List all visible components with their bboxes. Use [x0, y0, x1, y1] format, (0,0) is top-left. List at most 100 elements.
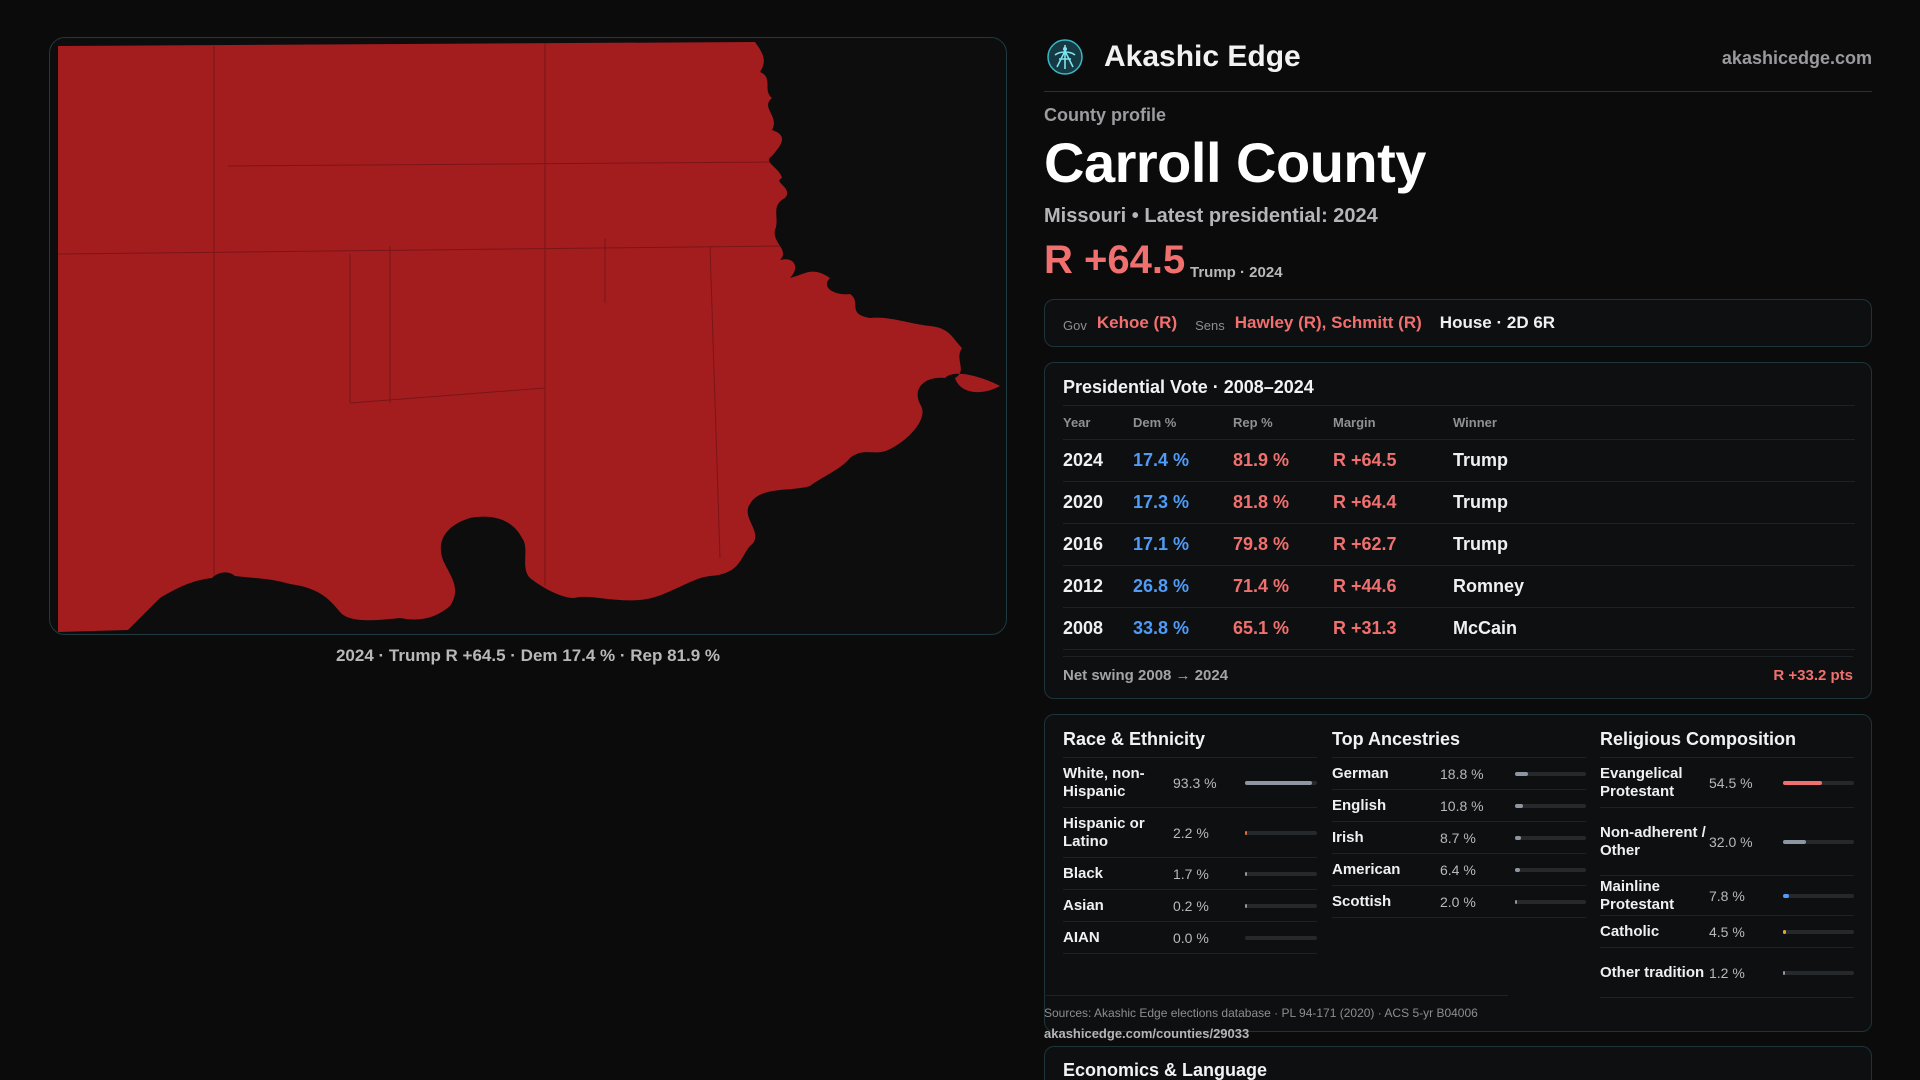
demographic-bar-fill [1245, 904, 1247, 908]
demographic-label: American [1332, 860, 1401, 878]
gov-label: Gov [1063, 317, 1087, 333]
demographic-bar [1515, 868, 1586, 872]
demographic-label: Other tradition [1600, 963, 1705, 981]
brand-header: Akashic Edge akashicedge.com [1044, 36, 1872, 92]
demographic-value: 54.5 % [1709, 774, 1753, 791]
demographic-row: Irish 8.7 % [1332, 822, 1586, 854]
demographic-label: Black [1063, 864, 1104, 882]
demographic-bar [1515, 900, 1586, 904]
demographic-row: English 10.8 % [1332, 790, 1586, 822]
demographic-value: 2.0 % [1440, 893, 1476, 910]
cell-winner: Trump [1453, 492, 1509, 512]
governor-name: Kehoe (R) [1096, 313, 1178, 332]
demographic-bar [1515, 804, 1586, 808]
cell-year: 2012 [1063, 576, 1104, 596]
cell-year: 2016 [1063, 534, 1104, 554]
demographic-value: 1.2 % [1709, 964, 1745, 981]
demographic-value: 7.8 % [1709, 887, 1745, 904]
vote-table-header: Year Dem % Rep % Margin Winner [1063, 405, 1855, 440]
demographic-bar [1515, 836, 1586, 840]
cell-margin: R +64.5 [1333, 450, 1397, 470]
sources-divider [1044, 995, 1508, 996]
demographic-value: 2.2 % [1173, 824, 1209, 841]
header-margin: Margin [1333, 415, 1376, 430]
county-map[interactable] [49, 37, 1007, 635]
demographic-bar-fill [1515, 804, 1523, 808]
demographic-value: 8.7 % [1440, 829, 1476, 846]
cell-winner: Trump [1453, 450, 1509, 470]
demographic-bar [1783, 971, 1854, 975]
cell-margin: R +31.3 [1333, 618, 1397, 638]
demographics-card: Race & Ethnicity White, non-Hispanic 93.3… [1044, 714, 1872, 1032]
demographic-label: Mainline Protestant [1600, 877, 1675, 913]
demographic-value: 32.0 % [1709, 833, 1753, 850]
profile-subline: Missouri • Latest presidential: 2024 [1044, 205, 1378, 227]
demographic-bar-fill [1245, 831, 1247, 835]
demographic-row: Other tradition 1.2 % [1600, 948, 1854, 998]
latest-margin: R +64.5 [1044, 238, 1186, 282]
demographic-label: Non-adherent / Other [1600, 823, 1706, 859]
table-row: 2008 33.8 % 65.1 % R +31.3 McCain [1063, 608, 1855, 650]
demographic-bar-fill [1783, 971, 1785, 975]
vote-table: Year Dem % Rep % Margin Winner 2024 17.4… [1063, 405, 1855, 650]
demographic-bar [1783, 894, 1854, 898]
demographic-bar-fill [1515, 836, 1522, 840]
county-map-svg [58, 42, 1000, 632]
cell-dem: 17.1 % [1133, 534, 1190, 554]
cell-dem: 33.8 % [1133, 618, 1190, 638]
net-swing-value: R +33.2 pts [1773, 667, 1853, 684]
demographic-row: American 6.4 % [1332, 854, 1586, 886]
table-row: 2024 17.4 % 81.9 % R +64.5 Trump [1063, 440, 1855, 482]
demographic-label: Catholic [1600, 922, 1660, 940]
header-dem: Dem % [1133, 415, 1177, 430]
akashic-logo-icon[interactable] [1046, 38, 1084, 76]
header-winner: Winner [1453, 415, 1497, 430]
sens-label: Sens [1195, 317, 1225, 333]
demographic-bar-fill [1245, 872, 1247, 876]
demographic-bar-fill [1783, 781, 1822, 785]
demographic-value: 0.0 % [1173, 929, 1209, 946]
cell-rep: 81.8 % [1233, 492, 1290, 512]
demographic-bar [1245, 831, 1317, 835]
demographic-label: Asian [1063, 896, 1104, 914]
demographic-row: Asian 0.2 % [1063, 890, 1317, 922]
cell-rep: 71.4 % [1233, 576, 1290, 596]
header-year: Year [1063, 415, 1091, 430]
demographic-row: Black 1.7 % [1063, 858, 1317, 890]
house-delegation: House · 2D 6R [1439, 313, 1556, 332]
economics-card[interactable]: Economics & Language [1044, 1046, 1872, 1080]
township-lines [58, 42, 786, 586]
ancestries-divider [1332, 757, 1586, 758]
demographic-label: White, non-Hispanic [1063, 764, 1145, 800]
county-shape[interactable] [58, 42, 1000, 632]
demographic-label: English [1332, 796, 1387, 814]
demographic-bar [1515, 772, 1586, 776]
source-url-link[interactable]: akashicedge.com/counties/29033 [1044, 1026, 1250, 1041]
demographic-bar-fill [1515, 900, 1517, 904]
demographic-row: German 18.8 % [1332, 758, 1586, 790]
header-rep: Rep % [1233, 415, 1273, 430]
cell-margin: R +44.6 [1333, 576, 1397, 596]
profile-eyebrow: County profile [1044, 105, 1166, 125]
demographic-row: Scottish 2.0 % [1332, 886, 1586, 918]
township-boundary [709, 245, 721, 559]
cell-rep: 65.1 % [1233, 618, 1290, 638]
cell-rep: 81.9 % [1233, 450, 1290, 470]
brand-name[interactable]: Akashic Edge [1104, 40, 1301, 73]
demographic-label: Scottish [1332, 892, 1392, 910]
demographic-row: Catholic 4.5 % [1600, 916, 1854, 948]
cell-dem: 26.8 % [1133, 576, 1190, 596]
vote-table-title: Presidential Vote · 2008–2024 [1063, 377, 1314, 397]
economics-title: Economics & Language [1063, 1060, 1268, 1080]
cell-year: 2024 [1063, 450, 1104, 470]
demographic-value: 18.8 % [1440, 765, 1484, 782]
demographic-bar [1783, 781, 1854, 785]
brand-url-link[interactable]: akashicedge.com [1721, 48, 1872, 68]
page-title: Carroll County [1044, 131, 1426, 194]
officials-bar: Gov Kehoe (R) Sens Hawley (R), Schmitt (… [1044, 299, 1872, 347]
township-boundary [58, 245, 786, 255]
sources-note: Sources: Akashic Edge elections database… [1044, 1006, 1478, 1020]
demographic-bar [1245, 904, 1317, 908]
ancestries-title: Top Ancestries [1332, 729, 1461, 749]
religion-divider [1600, 757, 1854, 758]
